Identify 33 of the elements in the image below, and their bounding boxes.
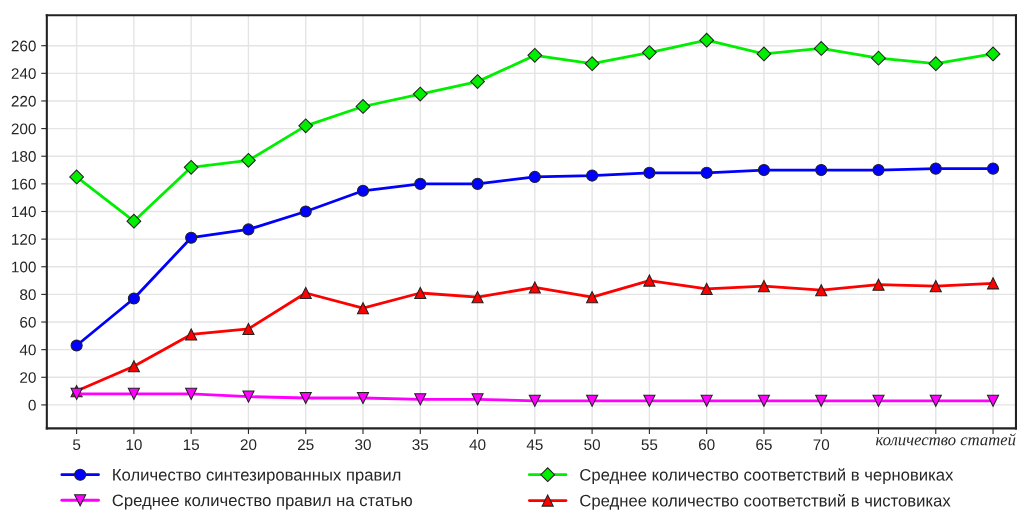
x-tick-label: 35: [412, 439, 429, 451]
y-tick-label: 180: [12, 151, 36, 162]
x-tick-label: 50: [584, 439, 601, 451]
legend-label: Среднее количество соответствий в чистовиках: [580, 494, 951, 510]
x-tick-label: 40: [469, 439, 486, 451]
x-tick-label: 15: [183, 439, 200, 451]
y-tick-label: 240: [11, 68, 36, 80]
legend-label: Среднее количество правил на статью: [112, 494, 412, 510]
y-tick-label: 120: [12, 233, 36, 245]
y-tick-label: 200: [11, 123, 36, 135]
x-tick-label: 30: [355, 439, 371, 451]
x-tick-label: 70: [813, 439, 830, 451]
x-tick-label: 20: [240, 439, 257, 451]
y-tick-label: 40: [19, 344, 36, 356]
y-tick-label: 220: [11, 95, 36, 107]
x-tick-label: 10: [126, 439, 142, 451]
y-tick-label: 20: [20, 372, 36, 383]
x-tick-label: 65: [756, 439, 772, 451]
x-axis-title: количество статей: [875, 433, 1016, 446]
x-tick-label: 25: [298, 439, 314, 451]
x-tick-label: 5: [72, 439, 81, 451]
y-tick-label: 160: [12, 178, 36, 190]
x-tick-label: 60: [698, 439, 715, 451]
legend-label: Количество синтезированных правил: [113, 469, 401, 485]
y-tick-label: 80: [20, 289, 36, 301]
y-tick-label: 0: [28, 399, 36, 411]
y-tick-label: 260: [11, 40, 36, 52]
x-tick-label: 45: [526, 439, 543, 451]
y-tick-label: 60: [20, 316, 36, 328]
x-tick-label: 55: [641, 439, 658, 451]
y-tick-label: 100: [12, 261, 36, 273]
y-tick-label: 140: [12, 206, 36, 218]
legend-label: Среднее количество соответствий в черновиках: [580, 468, 954, 485]
